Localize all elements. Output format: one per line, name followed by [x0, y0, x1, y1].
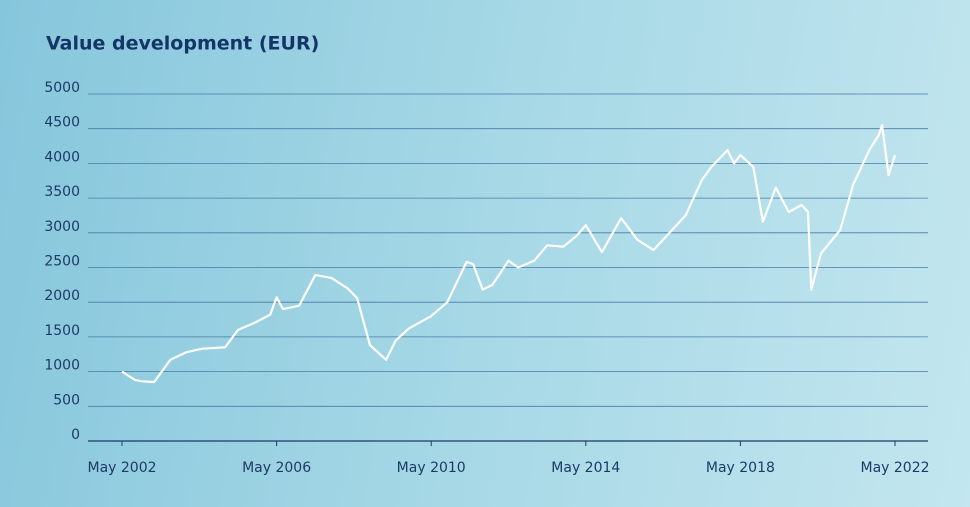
y-tick-label: 4000: [44, 149, 80, 165]
y-tick-label: 3000: [44, 219, 80, 235]
x-tick-label: May 2010: [397, 460, 466, 476]
x-tick-label: May 2022: [860, 460, 929, 476]
y-tick-label: 1000: [44, 358, 80, 374]
y-tick-label: 2500: [44, 254, 80, 270]
y-tick-label: 3500: [44, 184, 80, 200]
x-tick-label: May 2018: [706, 460, 775, 476]
x-tick-label: May 2002: [87, 460, 156, 476]
y-tick-label: 0: [71, 427, 80, 443]
y-tick-label: 1500: [44, 323, 80, 339]
y-tick-label: 2000: [44, 288, 80, 304]
x-tick-label: May 2006: [242, 460, 311, 476]
chart-title: Value development (EUR): [46, 33, 319, 55]
y-tick-label: 5000: [44, 80, 80, 96]
x-tick-label: May 2014: [551, 460, 620, 476]
data-line: [121, 124, 897, 384]
y-tick-label: 500: [53, 392, 80, 408]
y-tick-label: 4500: [44, 115, 80, 131]
